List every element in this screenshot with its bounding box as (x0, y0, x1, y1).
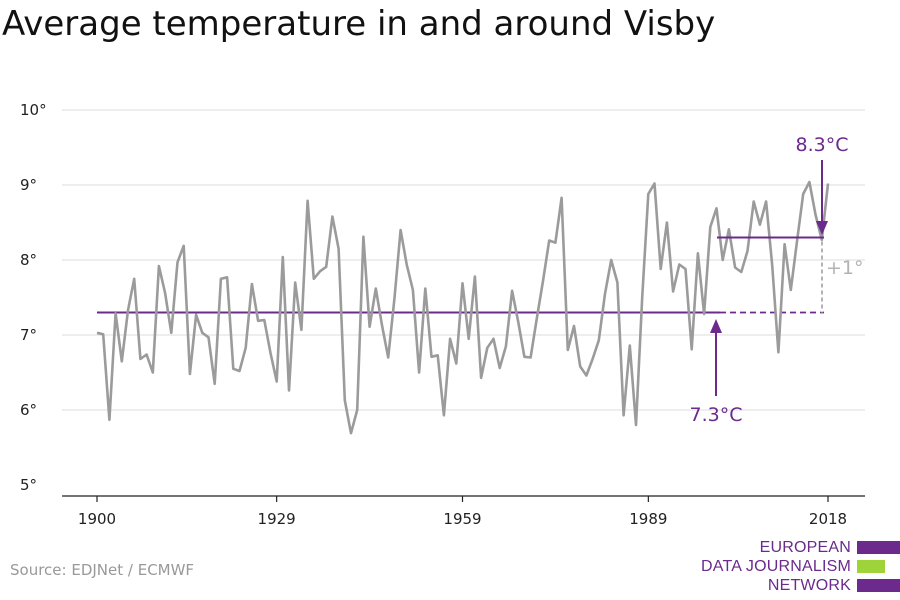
x-tick-label: 1959 (443, 510, 481, 528)
x-tick-label: 1989 (629, 510, 667, 528)
logo-text: EUROPEAN DATA JOURNALISM NETWORK (701, 538, 851, 595)
y-tick-label: 6° (20, 401, 37, 419)
logo-line-2: DATA JOURNALISM (701, 558, 851, 575)
logo-line-1: EUROPEAN (759, 539, 851, 556)
logo-line-3: NETWORK (767, 577, 851, 594)
logo-bar-2 (857, 560, 885, 573)
source-note: Source: EDJNet / ECMWF (10, 561, 195, 579)
y-tick-label: 10° (20, 101, 47, 119)
chart-title: Average temperature in and around Visby (2, 4, 716, 44)
logo-bar-3 (857, 579, 900, 592)
y-tick-label: 9° (20, 176, 37, 194)
recent-label: 8.3°C (796, 134, 849, 156)
difference-label: +1° (826, 257, 864, 279)
recent-arrow-head (816, 221, 828, 235)
x-tick-label: 1929 (258, 510, 296, 528)
x-tick-label: 1900 (78, 510, 116, 528)
baseline-arrow-head (710, 319, 722, 333)
y-tick-label: 5° (20, 476, 37, 494)
edjnet-logo: EUROPEAN DATA JOURNALISM NETWORK (700, 538, 900, 596)
y-tick-label: 7° (20, 326, 37, 344)
x-tick-label: 2018 (809, 510, 847, 528)
baseline-label: 7.3°C (690, 404, 743, 426)
logo-bar-1 (857, 541, 900, 554)
y-tick-label: 8° (20, 251, 37, 269)
temperature-series-line (96, 180, 830, 435)
